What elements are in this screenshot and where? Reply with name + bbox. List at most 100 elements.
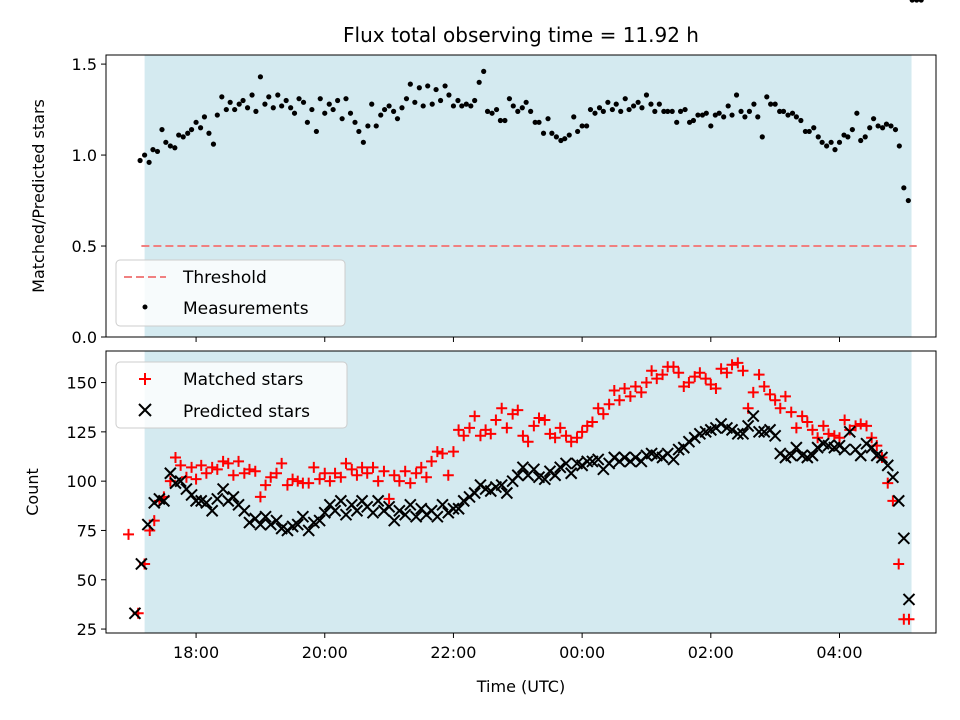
measurement-point <box>536 119 542 125</box>
top-y-ticks: 0.0 0.5 1.0 1.5 <box>72 55 106 347</box>
predicted-star-point <box>581 455 594 468</box>
predicted-star-point <box>838 443 851 456</box>
matched-star-point <box>303 477 315 489</box>
measurement-point <box>549 130 555 136</box>
measurement-point <box>322 110 328 116</box>
matched-star-point <box>732 357 744 369</box>
measurement-point <box>343 96 349 102</box>
legend-predicted-swatch <box>138 403 152 417</box>
matched-star-point <box>169 451 181 463</box>
matched-star-point <box>624 390 636 402</box>
matched-star-point <box>517 430 529 442</box>
predicted-star-point <box>902 593 916 606</box>
matched-star-point <box>319 467 331 479</box>
measurement-point <box>519 105 525 111</box>
predicted-star-point <box>128 607 142 620</box>
matched-star-point <box>211 463 223 475</box>
matched-star-point <box>737 365 749 377</box>
predicted-star-point <box>527 463 541 476</box>
matched-star-point <box>823 428 835 440</box>
matched-star-point <box>431 446 443 458</box>
top-y-tick-label: 0.0 <box>72 328 97 347</box>
measurement-point <box>746 108 753 114</box>
predicted-star-point <box>736 427 750 441</box>
measurement-point <box>163 139 169 145</box>
matched-star-point <box>420 471 432 483</box>
bottom-x-ticks: 18:00 20:00 22:00 00:00 02:00 04:00 <box>173 633 863 662</box>
matched-star-point <box>640 377 652 389</box>
matched-star-point <box>882 477 894 489</box>
bottom-legend: Matched stars Predicted stars <box>115 361 348 429</box>
measurement-point <box>596 105 603 111</box>
matched-star-point <box>747 386 759 398</box>
top-legend: Threshold Measurements <box>115 259 346 327</box>
matched-star-point <box>646 365 658 377</box>
measurement-point <box>545 116 551 122</box>
predicted-star-point <box>259 510 272 523</box>
predicted-star-point <box>747 409 760 423</box>
measurement-point <box>733 92 740 98</box>
predicted-star-point <box>886 471 900 484</box>
measurement-point <box>369 101 375 107</box>
predicted-star-point <box>211 492 224 506</box>
measurement-point <box>304 119 310 125</box>
matched-star-point <box>415 461 427 473</box>
predicted-star-point <box>404 498 417 512</box>
measurement-point <box>515 108 521 114</box>
measurement-point <box>643 92 650 98</box>
measurement-point <box>142 152 148 158</box>
measurement-point <box>275 92 281 98</box>
measurement-point <box>146 159 152 165</box>
predicted-star-point <box>548 469 562 482</box>
measurement-point <box>883 121 890 127</box>
measurement-point <box>699 112 706 118</box>
measurement-point <box>317 96 323 102</box>
measurement-point <box>622 96 628 102</box>
measurement-point <box>759 134 765 140</box>
measurement-point <box>600 108 606 114</box>
matched-star-point <box>346 463 358 475</box>
measurement-point <box>180 134 186 140</box>
matched-star-point <box>801 416 813 428</box>
bottom-x-tick-label: 02:00 <box>688 643 734 662</box>
matched-star-point <box>361 467 373 479</box>
x-axis-label: Time (UTC) <box>476 677 565 696</box>
predicted-star-point <box>468 486 481 500</box>
measurement-point <box>708 123 714 129</box>
predicted-star-point <box>243 516 256 529</box>
measurement-point <box>283 97 289 104</box>
predicted-star-point <box>457 494 470 508</box>
measurement-point <box>858 137 864 144</box>
measurement-point <box>373 123 379 129</box>
matched-star-point <box>227 469 239 481</box>
bottom-y-tick-label: 75 <box>77 521 97 540</box>
matched-star-point <box>779 390 791 402</box>
predicted-star-point <box>264 518 277 531</box>
matched-star-point <box>667 361 679 373</box>
measurement-point <box>391 108 397 114</box>
matched-star-point <box>195 459 207 471</box>
predicted-star-point <box>806 449 819 462</box>
matched-star-point <box>715 363 727 375</box>
measurement-point <box>639 105 645 111</box>
matched-star-points <box>123 357 915 625</box>
predicted-star-point <box>741 419 755 433</box>
measurement-point <box>764 94 770 100</box>
measurement-point <box>909 0 915 3</box>
measurement-point <box>867 125 873 131</box>
predicted-star-point <box>339 508 353 521</box>
matched-star-point <box>206 461 218 473</box>
matched-star-point <box>281 479 293 491</box>
matched-star-point <box>437 448 449 460</box>
matched-star-point <box>522 436 534 448</box>
predicted-star-point <box>302 524 315 537</box>
bottom-x-tick-label: 18:00 <box>173 643 219 662</box>
bottom-y-tick-label: 125 <box>66 423 97 442</box>
measurement-point <box>240 97 246 104</box>
matched-star-point <box>447 446 459 458</box>
measurement-point <box>425 83 431 89</box>
measurement-point <box>772 101 778 107</box>
measurement-point <box>249 92 255 98</box>
predicted-star-point <box>559 457 573 470</box>
measurement-point <box>219 94 225 100</box>
